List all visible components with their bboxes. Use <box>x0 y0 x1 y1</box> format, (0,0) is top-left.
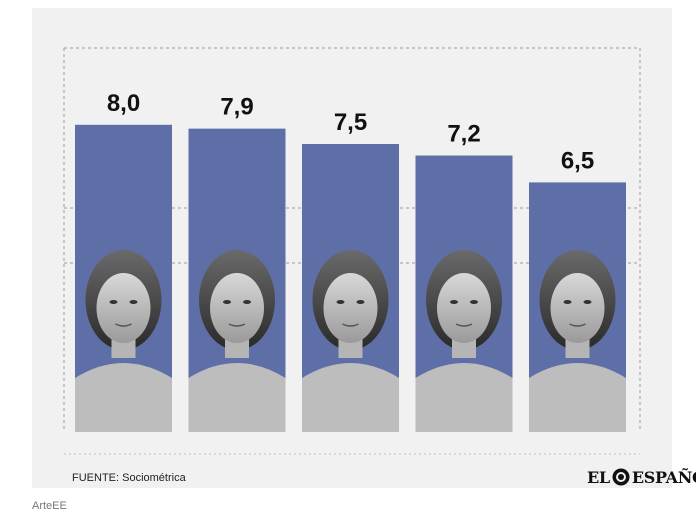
portrait-body-0 <box>75 363 172 432</box>
portrait-0 <box>75 250 172 432</box>
value-label-1: 7,9 <box>220 94 253 121</box>
value-label-3: 7,2 <box>447 121 480 148</box>
portrait-body-2 <box>302 363 399 432</box>
portrait-eye-right-0 <box>129 300 138 304</box>
portrait-2 <box>302 250 399 432</box>
portrait-eye-right-2 <box>356 300 365 304</box>
portrait-face-2 <box>323 273 378 343</box>
el-espanol-logo: EL ESPAÑOL <box>587 467 696 487</box>
portrait-3 <box>415 250 513 432</box>
value-label-2: 7,5 <box>334 109 367 136</box>
portrait-body-4 <box>529 363 626 432</box>
portrait-eye-right-4 <box>583 300 592 304</box>
portrait-face-1 <box>210 273 264 343</box>
value-label-0: 8,0 <box>107 90 140 117</box>
bar-chart: 8,0 7,9 7,5 7,2 6,5 <box>63 47 641 455</box>
portrait-4 <box>529 250 626 432</box>
value-label-4: 6,5 <box>561 147 594 174</box>
chart-card: 8,0 7,9 7,5 7,2 6,5 FUENTE: Sociométrica EL … <box>32 8 696 488</box>
portrait-face-4 <box>550 273 605 343</box>
portrait-eye-left-3 <box>450 300 458 304</box>
portrait-body-3 <box>415 363 513 432</box>
portrait-face-0 <box>96 273 151 343</box>
portrait-eye-left-0 <box>109 300 118 304</box>
portrait-eye-right-1 <box>243 300 251 304</box>
portrait-mouth-2 <box>342 323 359 327</box>
portrait-eye-left-2 <box>336 300 345 304</box>
portrait-eye-left-4 <box>563 300 572 304</box>
lion-icon <box>612 468 630 486</box>
portrait-mouth-1 <box>228 323 246 327</box>
portraits <box>75 250 626 432</box>
portrait-face-3 <box>437 273 491 343</box>
portrait-1 <box>188 250 286 432</box>
image-credit: ArteEE <box>32 500 67 512</box>
portrait-mouth-4 <box>569 323 586 327</box>
portrait-eye-right-3 <box>470 300 478 304</box>
portrait-eye-left-1 <box>223 300 231 304</box>
portrait-mouth-0 <box>115 323 132 327</box>
portrait-body-1 <box>188 363 286 432</box>
portrait-mouth-3 <box>455 323 473 327</box>
value-labels: 8,0 7,9 7,5 7,2 6,5 <box>107 90 594 175</box>
source-note: FUENTE: Sociométrica <box>72 472 186 484</box>
